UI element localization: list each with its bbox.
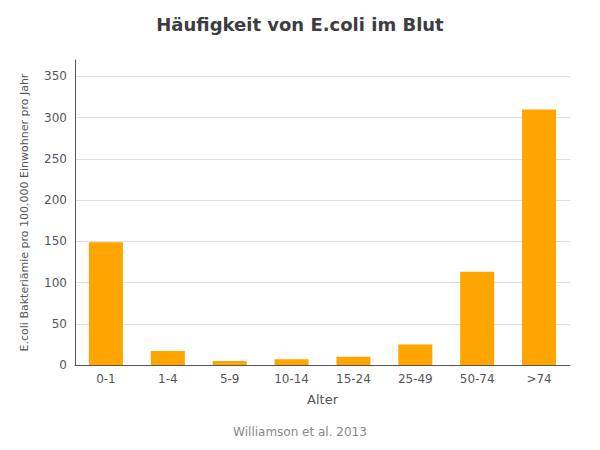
svg-text:10-14: 10-14 xyxy=(274,372,309,386)
svg-text:Williamson et al. 2013: Williamson et al. 2013 xyxy=(233,425,367,439)
svg-text:0-1: 0-1 xyxy=(96,372,116,386)
svg-text:350: 350 xyxy=(44,69,67,83)
svg-text:E.coli Bakteriämie pro 100.000: E.coli Bakteriämie pro 100.000 Einwohner… xyxy=(18,73,31,351)
svg-text:0: 0 xyxy=(59,358,67,372)
svg-text:100: 100 xyxy=(44,276,67,290)
svg-text:5-9: 5-9 xyxy=(220,372,240,386)
svg-text:250: 250 xyxy=(44,152,67,166)
svg-text:200: 200 xyxy=(44,193,67,207)
svg-text:150: 150 xyxy=(44,234,67,248)
svg-text:300: 300 xyxy=(44,111,67,125)
svg-text:1-4: 1-4 xyxy=(158,372,178,386)
svg-text:Häufigkeit von E.coli im Blut: Häufigkeit von E.coli im Blut xyxy=(156,14,444,35)
svg-text:25-49: 25-49 xyxy=(398,372,433,386)
svg-text:Alter: Alter xyxy=(307,392,339,407)
svg-text:50: 50 xyxy=(52,317,67,331)
svg-text:50-74: 50-74 xyxy=(460,372,495,386)
svg-text:15-24: 15-24 xyxy=(336,372,371,386)
svg-text:>74: >74 xyxy=(526,372,551,386)
